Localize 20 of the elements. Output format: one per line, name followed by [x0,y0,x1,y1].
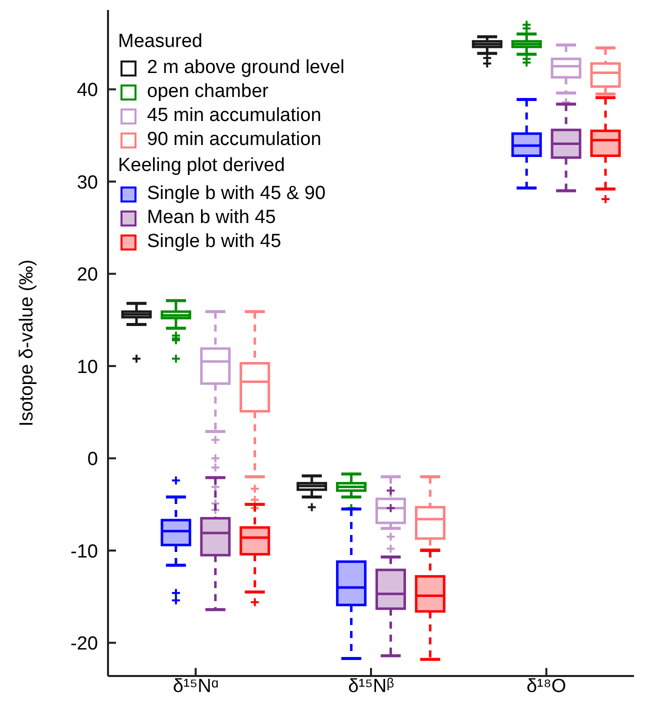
y-tick-label: 30 [76,172,98,194]
annotation: Keeling plot derived [118,154,286,178]
y-tick-label: 40 [76,80,98,102]
y-tick-label: -10 [70,541,98,562]
legend-label: 90 min accumulation [147,128,322,152]
legend-title: Measured [118,30,204,54]
legend-label: Mean b with 45 [147,206,276,230]
x-tick-label: δ¹⁸O [526,676,566,697]
y-tick-label: -20 [70,634,98,655]
y-tick-label: 0 [87,449,98,470]
legend-label: Single b with 45 & 90 [147,182,326,206]
y-tick-label: 20 [76,264,98,286]
legend-label: 45 min accumulation [147,104,322,128]
legend-label: 2 m above ground level [147,56,345,80]
legend-label: Single b with 45 [147,230,282,254]
y-tick-label: 10 [76,356,98,378]
legend-label: open chamber [147,80,268,104]
x-tick-label: δ¹⁵Nᵝ [348,676,394,697]
y-axis-title: Isotope δ-value (‰) [16,260,38,426]
x-tick-label: δ¹⁵Nᵅ [172,676,219,697]
